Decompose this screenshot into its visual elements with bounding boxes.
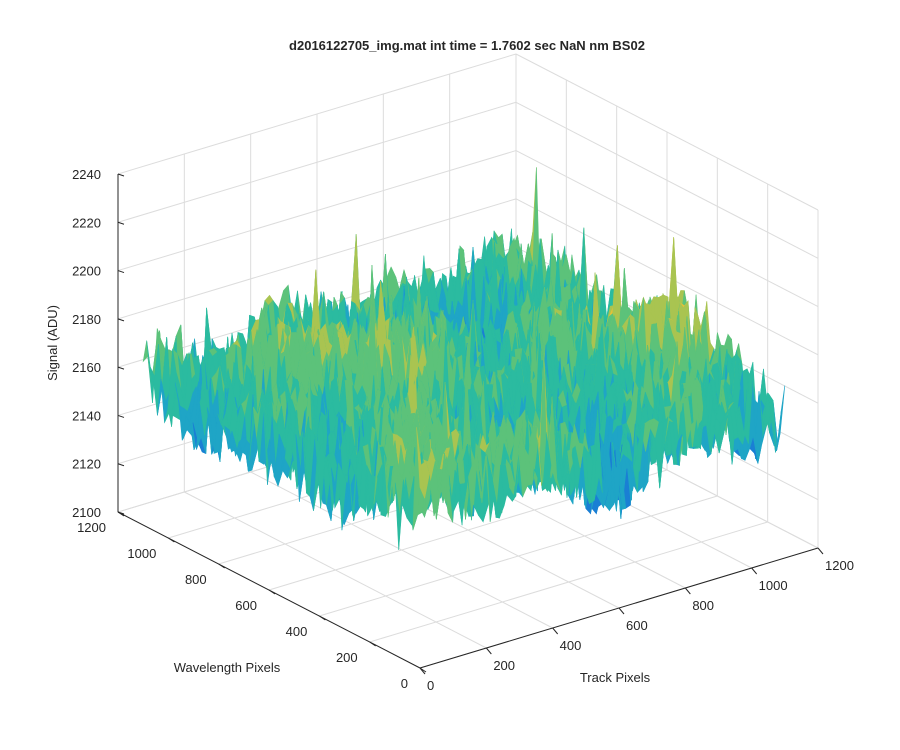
- grid-line: [515, 53, 819, 211]
- grid-line: [515, 101, 819, 259]
- surface-patch: [776, 385, 786, 452]
- grid-line: [515, 150, 819, 308]
- grid-line: [117, 53, 517, 175]
- grid-line: [117, 198, 517, 320]
- grid-line: [515, 198, 819, 356]
- surface-patch: [351, 234, 361, 312]
- grid-line: [117, 150, 517, 272]
- grid-line: [319, 495, 718, 617]
- grid-line: [117, 101, 517, 223]
- surface-plot: [142, 167, 786, 550]
- grid-line: [369, 521, 768, 643]
